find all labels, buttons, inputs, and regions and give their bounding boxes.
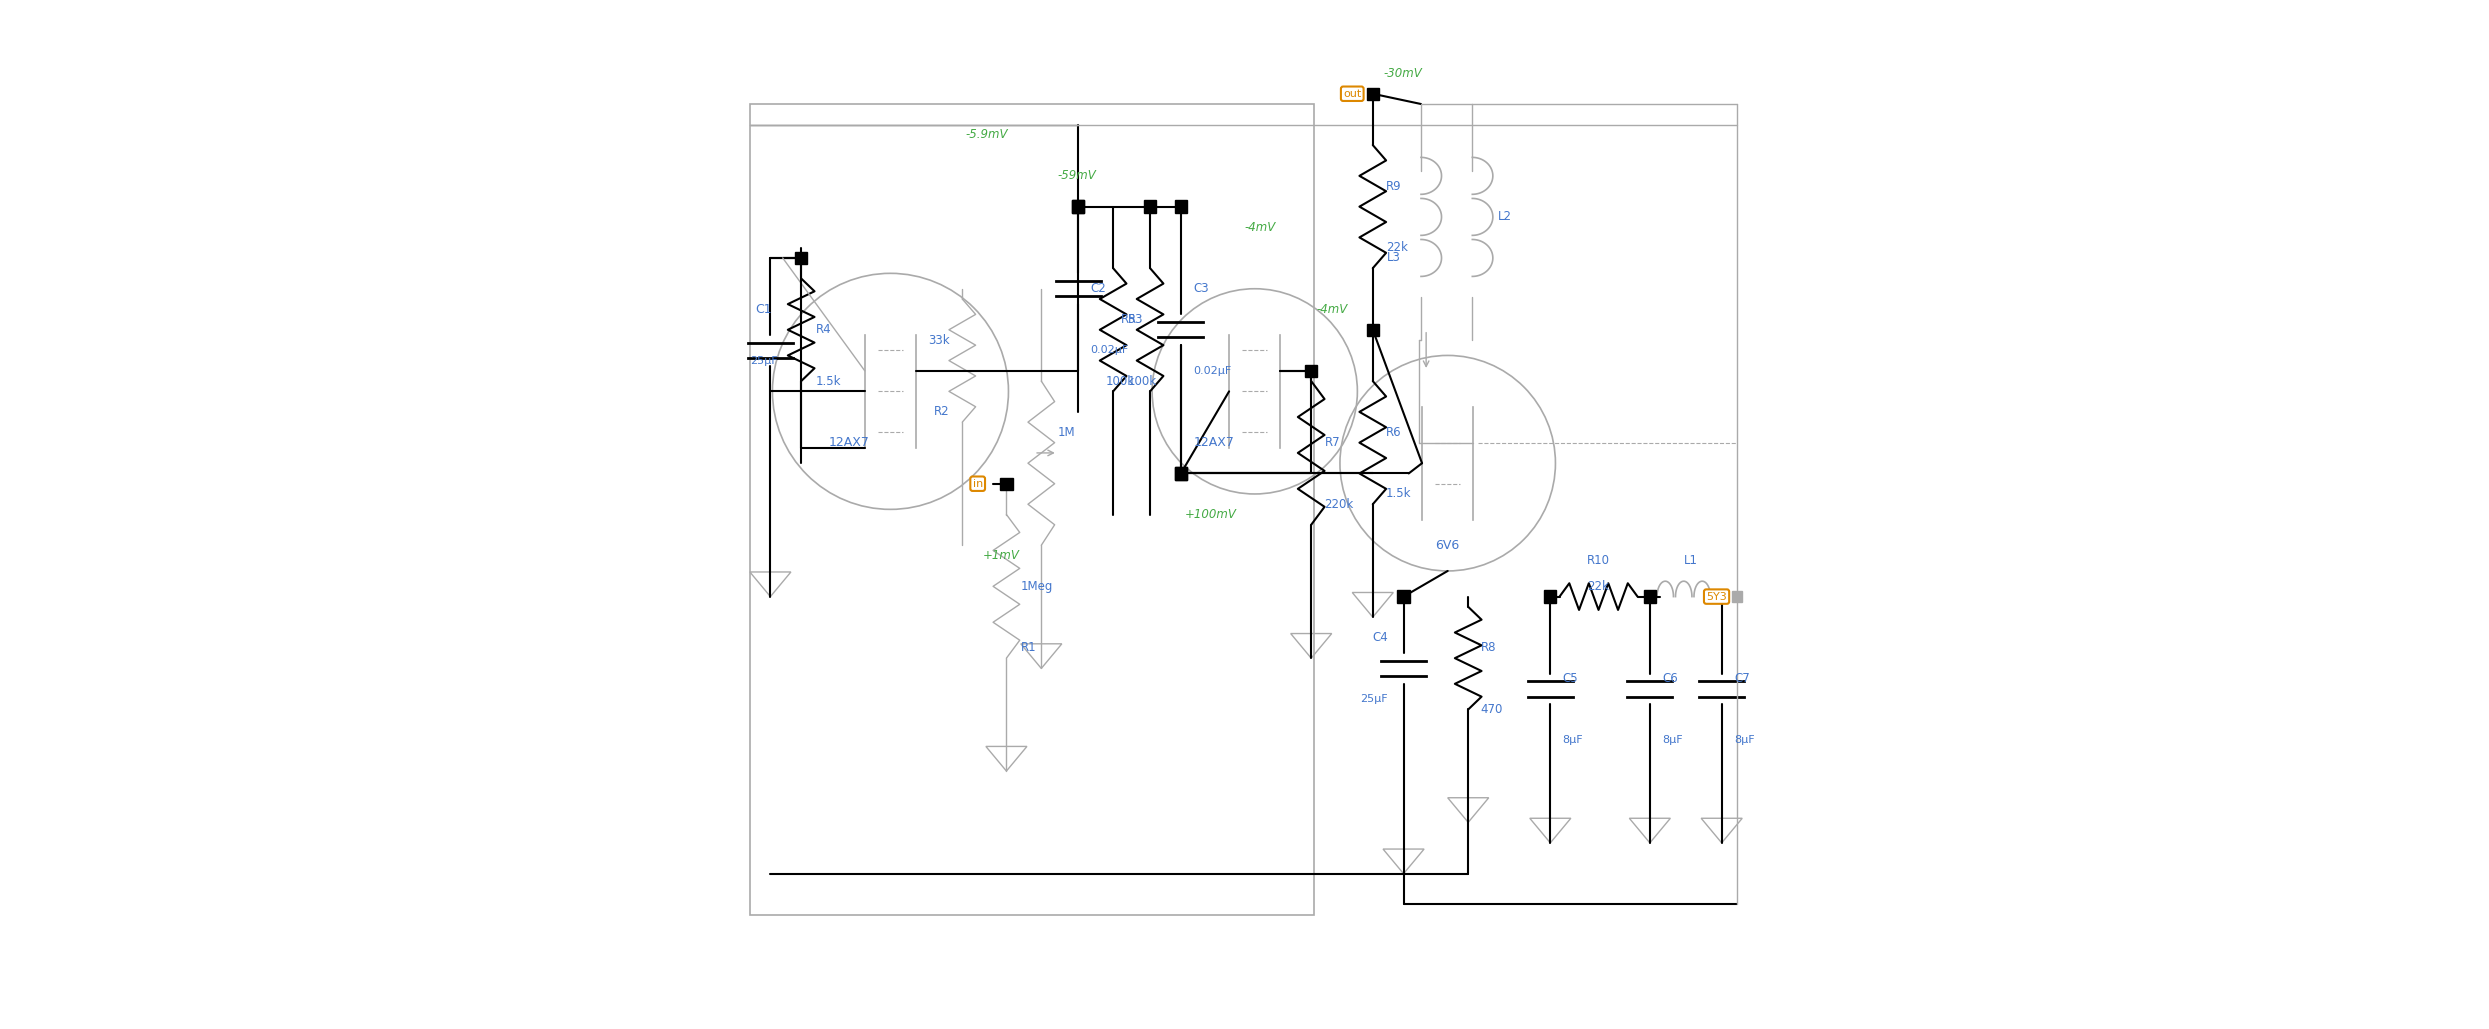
Bar: [1145, 201, 1157, 213]
Text: 1Meg: 1Meg: [1020, 579, 1053, 593]
Text: C6: C6: [1663, 672, 1678, 685]
Bar: [1732, 592, 1742, 602]
Bar: [1073, 201, 1085, 213]
Text: 1.5k: 1.5k: [816, 375, 841, 388]
Text: C1: C1: [754, 303, 772, 316]
Text: 22k: 22k: [1386, 241, 1409, 254]
Text: 8μF: 8μF: [1563, 736, 1583, 745]
Bar: [1175, 467, 1187, 480]
Text: 8μF: 8μF: [1735, 736, 1755, 745]
Text: R3: R3: [1128, 313, 1142, 326]
Text: L3: L3: [1386, 251, 1401, 264]
Bar: [1175, 201, 1187, 213]
Text: 1M: 1M: [1058, 426, 1075, 439]
Text: C3: C3: [1192, 282, 1210, 295]
Text: R10: R10: [1588, 555, 1610, 567]
Text: -30mV: -30mV: [1384, 67, 1421, 79]
Bar: [1175, 467, 1187, 480]
Text: R6: R6: [1386, 426, 1401, 439]
Bar: [1543, 591, 1556, 603]
Text: -59mV: -59mV: [1058, 170, 1098, 182]
Text: 8μF: 8μF: [1663, 736, 1683, 745]
Text: C7: C7: [1735, 672, 1750, 685]
Text: R1: R1: [1020, 641, 1035, 654]
Text: 0.02μF: 0.02μF: [1192, 366, 1232, 376]
Bar: [794, 252, 806, 264]
Text: 0.02μF: 0.02μF: [1090, 346, 1130, 355]
Text: L1: L1: [1685, 555, 1697, 567]
Text: R8: R8: [1481, 641, 1496, 654]
Text: -4mV: -4mV: [1317, 303, 1347, 316]
Text: 12AX7: 12AX7: [1192, 436, 1235, 450]
Text: 470: 470: [1481, 703, 1503, 716]
Text: 12AX7: 12AX7: [829, 436, 869, 450]
Text: +100mV: +100mV: [1185, 508, 1237, 521]
Text: 25μF: 25μF: [749, 356, 777, 365]
Text: C4: C4: [1371, 631, 1389, 644]
Text: L2: L2: [1498, 210, 1511, 223]
Text: C2: C2: [1090, 282, 1105, 295]
Text: C5: C5: [1563, 672, 1578, 685]
Text: 220k: 220k: [1324, 498, 1354, 510]
Bar: [1643, 591, 1655, 603]
Text: R2: R2: [933, 405, 951, 419]
Bar: [1366, 87, 1379, 100]
Text: 22k: 22k: [1588, 579, 1610, 593]
Text: R5: R5: [1120, 313, 1137, 326]
Text: 100k: 100k: [1105, 375, 1135, 388]
Bar: [1366, 324, 1379, 335]
Bar: [1073, 201, 1085, 213]
Text: -5.9mV: -5.9mV: [966, 129, 1008, 141]
Text: 6V6: 6V6: [1436, 539, 1461, 552]
Bar: [1001, 477, 1013, 490]
Text: R4: R4: [816, 323, 831, 336]
Text: R9: R9: [1386, 180, 1401, 192]
Text: out: out: [1344, 88, 1361, 99]
Bar: [749, 104, 1314, 915]
Text: 25μF: 25μF: [1361, 695, 1389, 704]
Text: 33k: 33k: [928, 333, 951, 347]
Bar: [1396, 591, 1409, 603]
Bar: [1304, 364, 1317, 377]
Text: R7: R7: [1324, 436, 1339, 450]
Text: in: in: [973, 478, 983, 489]
Text: 100k: 100k: [1128, 375, 1157, 388]
Text: 5Y3: 5Y3: [1705, 592, 1727, 602]
Text: 1.5k: 1.5k: [1386, 488, 1411, 500]
Text: +1mV: +1mV: [983, 549, 1020, 562]
Text: -4mV: -4mV: [1244, 220, 1277, 234]
